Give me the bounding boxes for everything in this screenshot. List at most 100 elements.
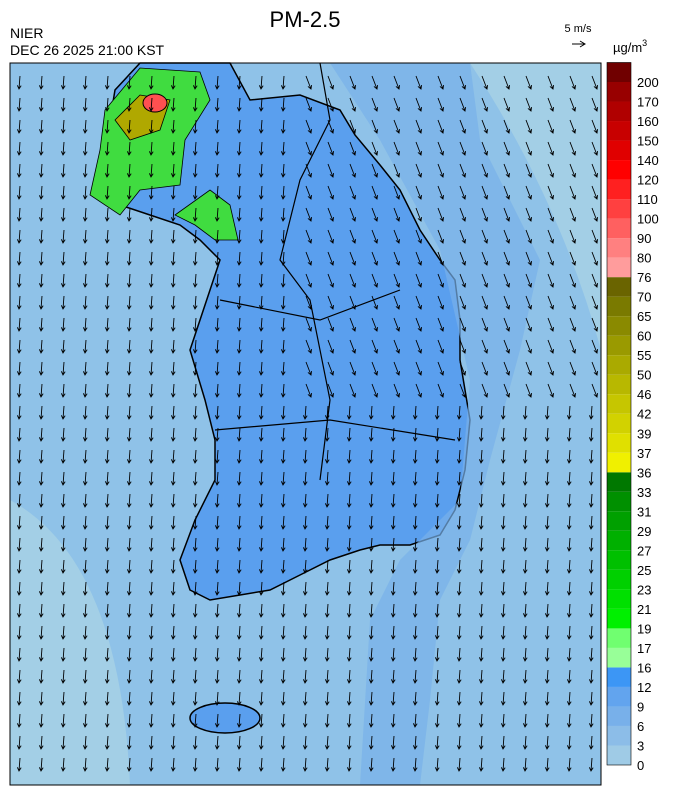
wind-arrow xyxy=(192,581,198,596)
wind-arrow xyxy=(214,207,220,222)
wind-arrow xyxy=(525,141,532,156)
colorbar-label: 36 xyxy=(637,465,651,480)
wind-arrow xyxy=(544,713,550,728)
wind-arrow xyxy=(566,427,572,442)
wind-arrow xyxy=(415,317,422,332)
wind-arrow xyxy=(500,515,506,530)
wind-arrow xyxy=(192,295,198,310)
wind-arrow xyxy=(280,559,286,574)
wind-arrow xyxy=(170,295,176,310)
wind-arrow xyxy=(170,581,176,596)
wind-arrow xyxy=(214,625,220,640)
wind-arrow xyxy=(327,339,334,354)
wind-arrow xyxy=(258,295,264,310)
colorbar-box xyxy=(607,452,631,473)
wind-arrow xyxy=(503,119,510,134)
wind-arrow xyxy=(38,647,44,662)
wind-arrow xyxy=(148,559,154,574)
colorbar-box xyxy=(607,121,631,141)
colorbar-box xyxy=(607,140,631,161)
wind-arrow xyxy=(82,537,88,552)
wind-arrow xyxy=(258,163,264,178)
wind-arrow xyxy=(327,97,334,112)
wind-arrow xyxy=(16,229,22,244)
wind-arrow xyxy=(148,449,154,464)
colorbar-box xyxy=(607,218,631,239)
wind-arrow xyxy=(258,361,264,376)
colorbar-label: 0 xyxy=(637,758,644,773)
wind-arrow xyxy=(60,669,66,684)
wind-arrow xyxy=(280,625,286,640)
wind-arrow xyxy=(434,603,440,618)
wind-arrow xyxy=(258,207,264,222)
wind-arrow xyxy=(327,273,334,288)
wind-arrow xyxy=(547,273,554,288)
wind-arrow xyxy=(305,185,312,200)
wind-arrow xyxy=(544,647,550,662)
wind-arrow xyxy=(368,471,374,486)
wind-arrow xyxy=(591,295,598,310)
wind-arrow xyxy=(412,713,418,728)
wind-arrow xyxy=(456,691,462,706)
wind-arrow xyxy=(148,207,154,222)
wind-arrow xyxy=(192,75,198,90)
wind-arrow xyxy=(258,229,264,244)
wind-arrow xyxy=(481,251,488,266)
wind-arrow xyxy=(346,493,352,508)
wind-arrow xyxy=(60,691,66,706)
wind-arrow xyxy=(544,581,550,596)
colorbar-label: 46 xyxy=(637,387,651,402)
wind-arrow xyxy=(16,97,22,112)
wind-arrow xyxy=(104,757,110,772)
wind-arrow xyxy=(38,251,44,266)
wind-arrow xyxy=(236,295,242,310)
wind-arrow xyxy=(258,537,264,552)
wind-arrow xyxy=(368,691,374,706)
wind-arrow xyxy=(192,603,198,618)
wind-arrow xyxy=(170,669,176,684)
wind-arrow xyxy=(525,229,532,244)
wind-arrow xyxy=(148,625,154,640)
wind-arrow xyxy=(236,735,242,750)
wind-arrow xyxy=(38,449,44,464)
wind-arrow xyxy=(346,735,352,750)
wind-arrow xyxy=(434,471,440,486)
wind-arrow xyxy=(547,361,554,376)
wind-arrow xyxy=(170,273,176,288)
colorbar-box xyxy=(607,316,631,336)
wind-arrow xyxy=(192,647,198,662)
wind-arrow xyxy=(412,515,418,530)
wind-arrow xyxy=(170,471,176,486)
wind-arrow xyxy=(371,361,378,376)
wind-arrow xyxy=(566,625,572,640)
wind-arrow xyxy=(478,713,484,728)
wind-arrow xyxy=(236,427,242,442)
wind-arrow xyxy=(371,229,378,244)
wind-arrow xyxy=(371,119,378,134)
colorbar-label: 50 xyxy=(637,368,651,383)
wind-arrow xyxy=(349,75,356,90)
wind-arrow xyxy=(415,361,422,376)
wind-arrow xyxy=(393,317,400,332)
wind-arrow xyxy=(481,97,488,112)
wind-arrow xyxy=(569,251,576,266)
wind-arrow xyxy=(415,251,422,266)
wind-arrow xyxy=(280,75,286,90)
wind-arrow xyxy=(324,669,330,684)
colorbar-label: 31 xyxy=(637,504,651,519)
wind-arrow xyxy=(104,515,110,530)
wind-arrow xyxy=(500,647,506,662)
wind-arrow xyxy=(434,515,440,530)
wind-arrow xyxy=(280,251,286,266)
wind-arrow xyxy=(82,383,88,398)
wind-arrow xyxy=(258,559,264,574)
wind-arrow xyxy=(38,471,44,486)
wind-arrow xyxy=(522,537,528,552)
wind-arrow xyxy=(346,471,352,486)
wind-arrow xyxy=(16,603,22,618)
wind-arrow xyxy=(349,251,356,266)
colorbar-label: 37 xyxy=(637,446,651,461)
wind-arrow xyxy=(236,141,242,156)
wind-arrow xyxy=(170,339,176,354)
wind-arrow xyxy=(522,647,528,662)
